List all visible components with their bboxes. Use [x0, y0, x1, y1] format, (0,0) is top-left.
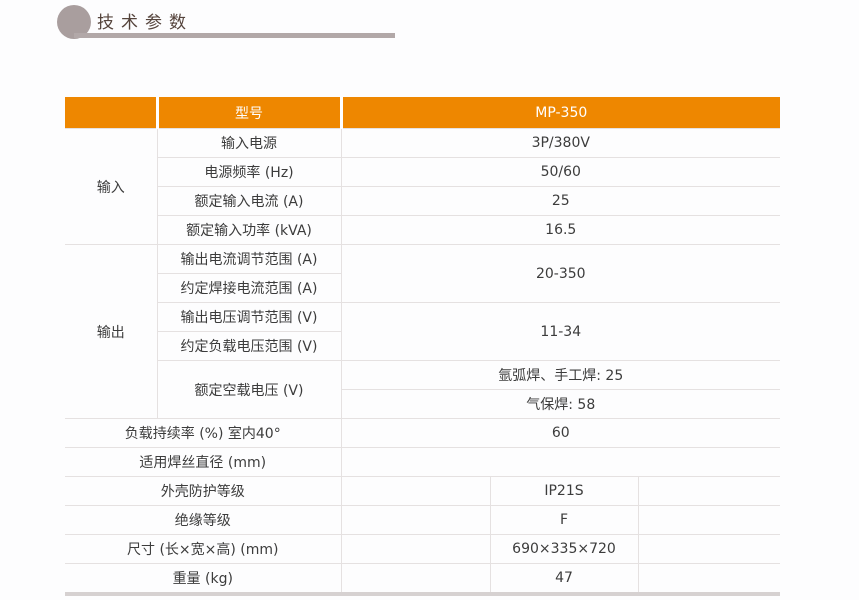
table-row: 额定输入电流 (A) 25 — [65, 186, 781, 216]
param-label: 适用焊丝直径 (mm) — [65, 447, 342, 477]
param-value: 3P/380V — [340, 128, 781, 158]
empty-cell — [340, 505, 491, 535]
group-label-input: 输入 — [65, 128, 158, 245]
param-value: 60 — [340, 418, 781, 448]
param-value: 16.5 — [340, 215, 781, 245]
param-label: 输入电源 — [156, 128, 342, 158]
param-value: 氩弧焊、手工焊: 25 — [340, 360, 781, 390]
header-empty-cell — [65, 97, 159, 129]
header-model-label: 型号 — [157, 97, 343, 129]
param-value: 气保焊: 58 — [340, 389, 781, 419]
param-label: 输出电流调节范围 (A) — [156, 244, 342, 274]
param-label: 电源频率 (Hz) — [156, 157, 342, 187]
table-row: 额定输入功率 (kVA) 16.5 — [65, 215, 781, 245]
empty-cell — [637, 476, 781, 506]
param-value: 47 — [489, 563, 639, 596]
param-label: 约定负载电压范围 (V) — [156, 331, 342, 361]
param-label: 约定焊接电流范围 (A) — [156, 273, 342, 303]
empty-cell — [340, 476, 491, 506]
table-row: 约定焊接电流范围 (A) — [65, 273, 780, 303]
param-label: 尺寸 (长×宽×高) (mm) — [65, 534, 342, 564]
header-row: 型号 MP-350 — [65, 97, 781, 129]
table-row: 尺寸 (长×宽×高) (mm) 690×335×720 — [65, 534, 781, 564]
param-label: 额定空载电压 (V) — [156, 360, 342, 419]
section-title: 技术参数 — [97, 13, 193, 33]
spec-table: 型号 MP-350 输入 输入电源 3P/380V 电源频率 (Hz) 50/6… — [65, 97, 781, 596]
param-value: 50/60 — [340, 157, 781, 187]
param-value: 11-34 — [340, 302, 781, 361]
param-label: 负载持续率 (%) 室内40° — [65, 418, 342, 448]
empty-cell — [637, 563, 781, 596]
table-row: 重量 (kg) 47 — [65, 563, 781, 596]
empty-cell — [340, 534, 491, 564]
empty-cell — [637, 505, 781, 535]
param-value: 20-350 — [340, 244, 781, 303]
param-value: IP21S — [489, 476, 639, 506]
empty-cell — [637, 534, 781, 564]
param-label: 绝缘等级 — [65, 505, 342, 535]
param-value — [340, 447, 781, 477]
table-row: 绝缘等级 F — [65, 505, 781, 535]
table-row: 负载持续率 (%) 室内40° 60 — [65, 418, 781, 448]
title-underline — [74, 33, 395, 38]
table-row: 输出 输出电流调节范围 (A) 20-350 — [65, 244, 781, 419]
header-model-value: MP-350 — [341, 97, 781, 129]
table-row: 输入 输入电源 3P/380V — [65, 128, 781, 245]
table-row: 额定空载电压 (V) 氩弧焊、手工焊: 25 — [65, 360, 781, 419]
param-label: 重量 (kg) — [65, 563, 342, 596]
param-label: 输出电压调节范围 (V) — [156, 302, 342, 332]
param-value: 690×335×720 — [489, 534, 639, 564]
group-label-output: 输出 — [65, 244, 158, 419]
table-row: 外壳防护等级 IP21S — [65, 476, 781, 506]
empty-cell — [340, 563, 491, 596]
table-row: 电源频率 (Hz) 50/60 — [65, 157, 781, 187]
param-value: F — [489, 505, 639, 535]
param-label: 外壳防护等级 — [65, 476, 342, 506]
table-row: 输出电压调节范围 (V) 11-34 — [65, 302, 781, 361]
table-row: 约定负载电压范围 (V) — [65, 331, 780, 361]
table-row: 适用焊丝直径 (mm) — [65, 447, 781, 477]
param-label: 额定输入功率 (kVA) — [156, 215, 342, 245]
param-value: 25 — [340, 186, 781, 216]
param-label: 额定输入电流 (A) — [156, 186, 342, 216]
